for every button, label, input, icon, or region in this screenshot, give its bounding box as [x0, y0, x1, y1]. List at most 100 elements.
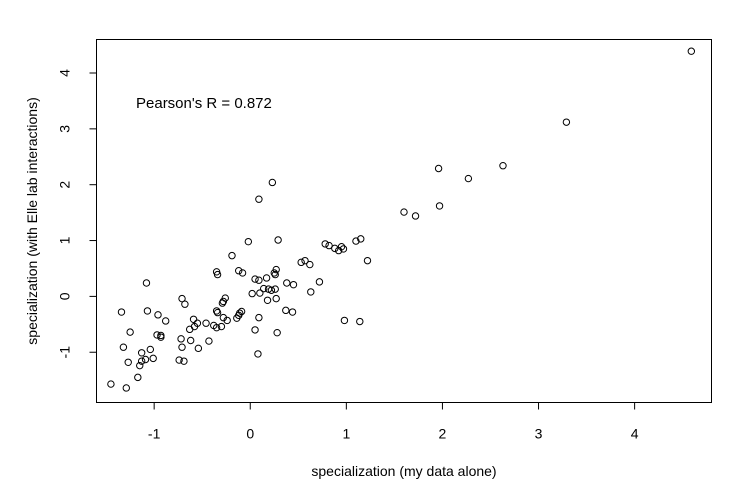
data-point: [146, 345, 155, 354]
data-point: [272, 265, 280, 274]
data-point: [142, 279, 151, 287]
y-tick-label: -1: [57, 346, 73, 359]
data-point: [205, 337, 213, 345]
data-point: [251, 326, 259, 334]
data-point: [339, 245, 348, 253]
data-point: [212, 307, 221, 315]
y-tick-label: 4: [57, 69, 73, 77]
x-axis-title: specialization (my data alone): [311, 463, 496, 479]
data-point: [154, 311, 162, 319]
data-point: [267, 286, 276, 294]
data-point: [400, 208, 408, 216]
data-point: [363, 256, 372, 265]
data-point: [263, 296, 272, 305]
data-point: [218, 299, 227, 307]
data-point: [340, 316, 349, 325]
data-point: [153, 331, 161, 339]
data-point: [119, 343, 128, 351]
data-point: [186, 325, 194, 334]
x-tick-label: 2: [439, 426, 447, 442]
data-point: [334, 246, 343, 255]
data-point: [434, 164, 443, 173]
data-point: [228, 251, 236, 260]
data-point: [136, 361, 144, 370]
y-tick-label: 1: [57, 236, 73, 244]
data-point: [235, 267, 243, 275]
data-point: [306, 260, 314, 269]
data-point: [223, 316, 231, 325]
data-point: [288, 308, 297, 316]
data-point: [143, 307, 152, 315]
data-point: [244, 237, 253, 246]
data-point: [180, 357, 188, 365]
data-point: [435, 202, 444, 210]
x-tick-label: 0: [246, 426, 254, 442]
data-point: [126, 328, 134, 336]
data-point: [307, 288, 315, 296]
data-point: [134, 373, 142, 382]
data-point: [117, 308, 126, 316]
data-point: [157, 333, 165, 341]
data-point: [251, 275, 259, 283]
data-point: [213, 308, 222, 317]
data-point: [255, 195, 263, 203]
data-point: [464, 174, 473, 183]
data-points: [107, 47, 696, 392]
data-point: [331, 244, 339, 253]
y-axis: -1 0 1 2 3 4: [57, 69, 97, 359]
data-point: [122, 384, 130, 392]
data-point: [137, 357, 146, 365]
y-tick-label: 3: [57, 125, 73, 133]
data-point: [149, 354, 157, 363]
data-point: [499, 162, 507, 170]
y-axis-title: specialization (with Elle lab interactio…: [24, 97, 40, 344]
data-point: [178, 343, 186, 351]
data-point: [107, 380, 115, 388]
data-point: [177, 335, 185, 343]
data-point: [260, 284, 268, 293]
data-point: [194, 344, 203, 353]
data-point: [217, 322, 226, 331]
x-tick-label: -1: [148, 426, 161, 442]
data-point: [238, 269, 247, 277]
data-point: [272, 294, 280, 303]
data-point: [315, 278, 324, 286]
y-tick-label: 2: [57, 181, 73, 189]
data-point: [175, 356, 183, 364]
data-point: [255, 313, 263, 322]
x-axis: -1 0 1 2 3 4: [148, 402, 639, 442]
data-point: [273, 328, 281, 337]
data-point: [271, 285, 279, 293]
data-point: [282, 306, 290, 315]
data-point: [254, 350, 262, 358]
data-point: [297, 258, 305, 267]
data-point: [212, 323, 221, 332]
pearson-annotation: Pearson's R = 0.872: [136, 95, 272, 112]
data-point: [274, 236, 282, 244]
data-point: [189, 315, 198, 323]
x-tick-label: 4: [631, 426, 639, 442]
data-point: [301, 256, 309, 265]
data-point: [213, 270, 222, 279]
data-point: [262, 274, 271, 282]
x-tick-label: 1: [342, 426, 350, 442]
data-point: [219, 297, 228, 306]
data-point: [186, 336, 195, 345]
data-point: [161, 317, 170, 325]
data-point: [562, 118, 571, 126]
data-point: [321, 240, 329, 248]
data-point: [687, 47, 696, 55]
data-point: [178, 294, 186, 303]
y-tick-label: 0: [57, 292, 73, 300]
data-point: [357, 235, 365, 243]
data-point: [352, 237, 360, 245]
data-point: [124, 358, 132, 366]
plot-area-frame: [96, 39, 712, 403]
x-tick-label: 3: [535, 426, 543, 442]
data-point: [268, 178, 277, 187]
data-point: [141, 355, 150, 364]
data-point: [325, 241, 333, 250]
data-point: [202, 319, 210, 327]
data-point: [235, 311, 243, 320]
